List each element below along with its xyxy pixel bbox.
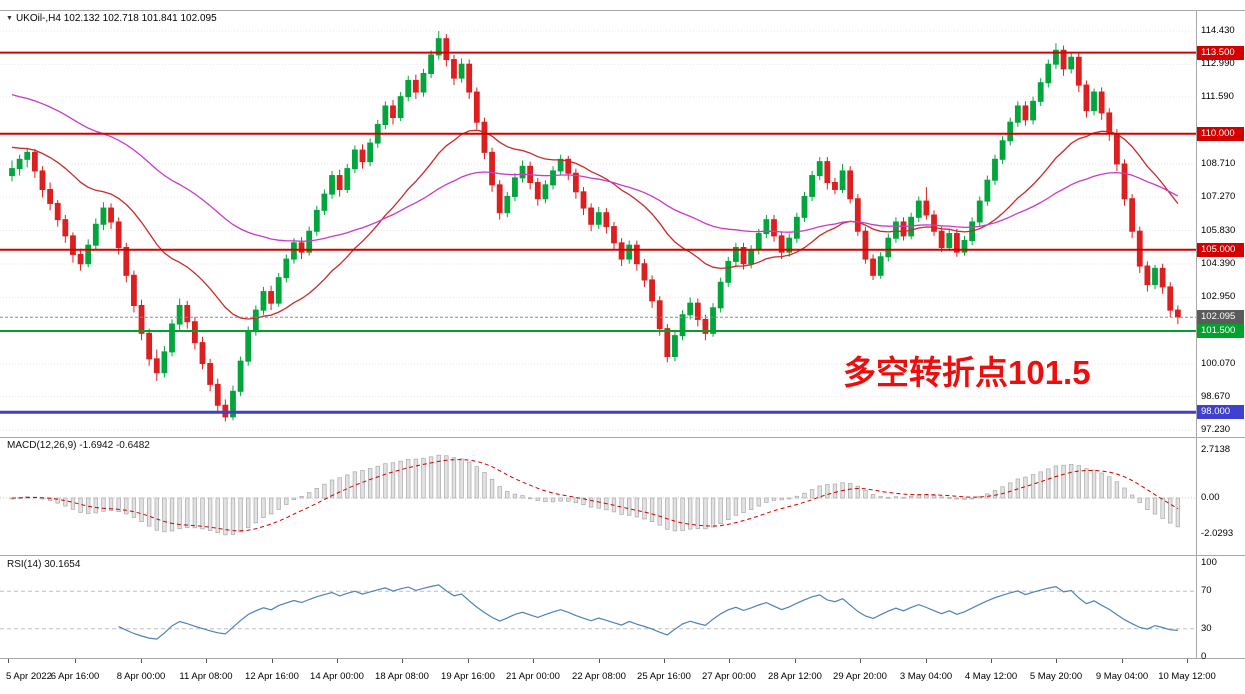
time-axis-separator xyxy=(0,658,1245,659)
time-label: 10 May 12:00 xyxy=(1158,671,1216,682)
time-label: 5 Apr 2022 xyxy=(6,671,52,682)
time-label: 12 Apr 16:00 xyxy=(245,671,299,682)
macd-panel-separator[interactable] xyxy=(0,437,1245,438)
time-label: 28 Apr 12:00 xyxy=(768,671,822,682)
time-label: 8 Apr 00:00 xyxy=(116,671,166,682)
annotation-text[interactable]: 多空转折点101.5 xyxy=(843,354,1091,391)
axis-label: 102.950 xyxy=(1201,291,1236,303)
time-tick xyxy=(1056,659,1057,663)
symbol-ohlc-text: UKOil-,H4 102.132 102.718 101.841 102.09… xyxy=(15,13,217,24)
price-badge: 113.500 xyxy=(1197,45,1244,60)
time-label: 19 Apr 16:00 xyxy=(441,671,495,682)
price-badge: 105.000 xyxy=(1197,242,1244,257)
time-label: 14 Apr 00:00 xyxy=(310,671,364,682)
chart-top-border xyxy=(0,10,1245,11)
price-scale-separator xyxy=(1196,10,1197,659)
rsi-panel-separator[interactable] xyxy=(0,555,1245,556)
time-label: 21 Apr 00:00 xyxy=(506,671,560,682)
macd-histogram xyxy=(9,454,1181,536)
symbol-ohlc-readout: ▼ UKOil-,H4 102.132 102.718 101.841 102.0… xyxy=(6,13,217,24)
axis-label: 112.990 xyxy=(1201,58,1235,70)
time-label: 27 Apr 00:00 xyxy=(702,671,756,682)
axis-label: 0 xyxy=(1201,651,1207,662)
time-label: 3 May 04:00 xyxy=(899,671,953,682)
macd-signal-line xyxy=(11,459,1179,532)
ma-fast-line xyxy=(11,129,1179,320)
time-tick xyxy=(206,659,207,663)
axis-label: 0.00 xyxy=(1201,492,1220,503)
axis-label: 105.830 xyxy=(1201,224,1236,236)
time-label: 29 Apr 20:00 xyxy=(833,671,887,682)
axis-label: 100 xyxy=(1201,557,1217,568)
time-tick xyxy=(729,659,730,663)
price-badge: 101.500 xyxy=(1197,324,1244,338)
time-tick xyxy=(926,659,927,663)
main-chart-canvas[interactable] xyxy=(0,0,1196,437)
axis-label: 111.590 xyxy=(1201,90,1234,102)
price-scale[interactable]: 114.430 112.990 111.590 108.710 107.270 105.8… xyxy=(1197,0,1245,662)
axis-label: 97.230 xyxy=(1201,424,1231,436)
time-label: 11 Apr 08:00 xyxy=(179,671,233,682)
axis-label: 108.710 xyxy=(1201,157,1236,169)
time-tick xyxy=(468,659,469,663)
price-badge: 102.095 xyxy=(1197,310,1244,325)
macd-indicator-label: MACD(12,26,9) -1.6942 -0.6482 xyxy=(7,440,150,451)
time-tick xyxy=(75,659,76,663)
time-axis[interactable]: 5 Apr 2022 6 Apr 16:00 8 Apr 00:00 11 Apr 0… xyxy=(0,659,1245,694)
axis-label: 114.430 xyxy=(1201,25,1235,37)
rsi-line xyxy=(118,584,1178,640)
axis-label: 70 xyxy=(1201,585,1212,597)
axis-label: 2.7138 xyxy=(1201,443,1231,455)
axis-label: -2.0293 xyxy=(1201,527,1234,539)
symbol-dropdown-icon[interactable]: ▼ xyxy=(6,15,13,22)
time-tick xyxy=(8,659,9,663)
ma-slow-line xyxy=(11,93,1179,242)
time-label: 18 Apr 08:00 xyxy=(375,671,429,682)
time-label: 25 Apr 16:00 xyxy=(637,671,691,682)
time-label: 6 Apr 16:00 xyxy=(50,671,100,682)
time-tick xyxy=(1187,659,1188,663)
time-tick xyxy=(141,659,142,663)
price-badge: 110.000 xyxy=(1197,126,1244,141)
axis-label: 104.390 xyxy=(1201,257,1236,269)
time-tick xyxy=(991,659,992,663)
time-tick xyxy=(402,659,403,663)
axis-label: 30 xyxy=(1201,622,1212,634)
axis-label: 107.270 xyxy=(1201,191,1236,203)
time-tick xyxy=(337,659,338,663)
time-tick xyxy=(1122,659,1123,663)
candles xyxy=(9,31,1181,422)
rsi-canvas[interactable] xyxy=(0,556,1196,659)
rsi-indicator-label: RSI(14) 30.1654 xyxy=(7,559,81,570)
time-tick xyxy=(860,659,861,663)
time-tick xyxy=(599,659,600,663)
price-badge: 98.000 xyxy=(1197,405,1244,420)
time-tick xyxy=(272,659,273,663)
time-tick xyxy=(795,659,796,663)
macd-canvas[interactable] xyxy=(0,437,1196,555)
axis-label: 98.670 xyxy=(1201,390,1231,402)
time-label: 5 May 20:00 xyxy=(1029,671,1083,682)
time-tick xyxy=(664,659,665,663)
time-label: 22 Apr 08:00 xyxy=(572,671,626,682)
time-label: 9 May 04:00 xyxy=(1095,671,1149,682)
axis-label: 100.070 xyxy=(1201,358,1236,370)
time-label: 4 May 12:00 xyxy=(964,671,1018,682)
time-tick xyxy=(533,659,534,663)
